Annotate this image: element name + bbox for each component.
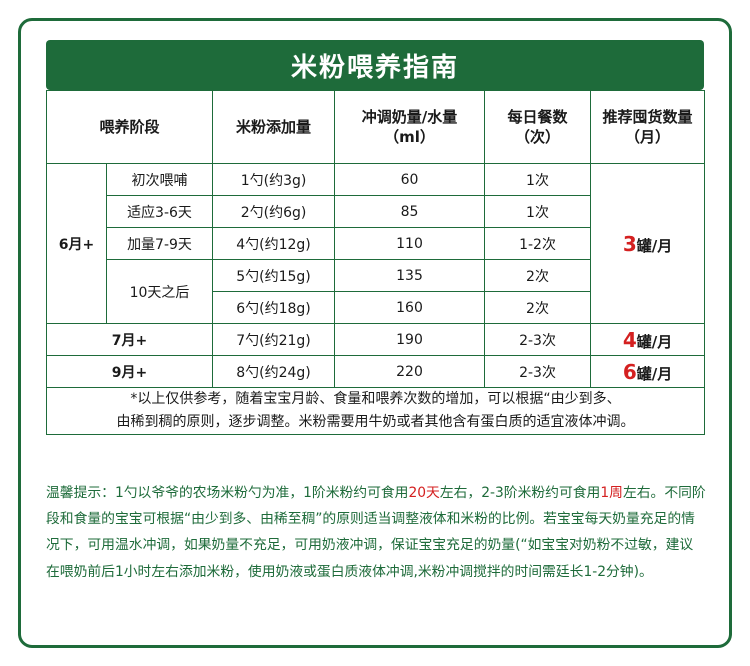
meals-value: 2-3次 [484, 355, 592, 388]
water-value: 110 [334, 227, 486, 260]
amount-value: 6勺(约18g) [212, 291, 336, 324]
footnote-line-2: 由稀到稠的原则，逐步调整。米粉需要用牛奶或者其他含有蛋白质的适宜液体冲调。 [116, 414, 635, 431]
meals-value: 1次 [484, 195, 592, 228]
table-row: 6勺(约18g) 160 2次 [47, 291, 705, 324]
amount-value: 1勺(约3g) [212, 163, 336, 196]
amount-value: 7勺(约21g) [212, 323, 336, 356]
stage-month-6: 6月+ [46, 163, 107, 324]
table-row: 6月+ 初次喂哺 1勺(约3g) 60 1次 3罐/月 [46, 163, 706, 324]
water-value: 220 [334, 355, 486, 388]
tips-label: 温馨提示： [46, 485, 115, 501]
meals-value: 2-3次 [484, 323, 592, 356]
table-footnote-row: *以上仅供参考，随着宝宝月龄、食量和喂养次数的增加，可以根据“由少到多、 由稀到… [45, 386, 706, 436]
stock-recommend-9: 6罐/月 [590, 355, 706, 388]
stage-sub-label: 初次喂哺 [105, 163, 214, 196]
water-value: 160 [334, 291, 486, 324]
header-stock-line1: 推荐囤货数量 [602, 107, 693, 126]
header-water: 冲调奶量/水量 （ml） [334, 90, 486, 164]
table-footnote: *以上仅供参考，随着宝宝月龄、食量和喂养次数的增加，可以根据“由少到多、 由稀到… [45, 386, 706, 436]
stock-recommend-7: 4罐/月 [590, 323, 706, 356]
table-row: 10天之后 5勺(约15g) 135 2次 [47, 259, 705, 324]
stage-sub-label: 适应3-6天 [105, 195, 214, 228]
tips-line3: 粉的比例。若宝宝每天奶量充足的情况下，可用温水冲调，如果奶量不充足，可用奶液冲 [46, 511, 695, 554]
tips-line1-a: 1勺以爷爷的农场米粉勺为准，1阶米粉约可食用 [114, 485, 409, 501]
tips-highlight-20days: 20天 [408, 485, 440, 501]
meals-value: 2次 [484, 291, 592, 324]
header-water-line2: （ml） [384, 128, 435, 146]
header-meals-line1: 每日餐数 [507, 107, 568, 126]
stock-number: 3 [622, 231, 637, 256]
header-stock: 推荐囤货数量 （月） [590, 90, 706, 164]
stock-recommend-6: 3罐/月 [590, 163, 706, 324]
stock-unit: 罐/月 [636, 364, 673, 383]
table-row: 9月+ 8勺(约24g) 220 2-3次 6罐/月 [45, 355, 706, 388]
feeding-table-container: 喂养阶段 米粉添加量 冲调奶量/水量 （ml） 每日餐数 （次） 推荐囤货数量 … [45, 90, 706, 436]
stage-month-7: 7月+ [45, 323, 214, 356]
tips-line5: 用奶液或蛋白质液体冲调,米粉冲调搅拌的时间需廷长1-2分钟)。 [261, 563, 653, 580]
stage-sub-label: 加量7-9天 [105, 227, 214, 260]
meals-value: 2次 [484, 259, 592, 292]
header-water-line1: 冲调奶量/水量 [361, 107, 458, 126]
feeding-guide-table: 喂养阶段 米粉添加量 冲调奶量/水量 （ml） 每日餐数 （次） 推荐囤货数量 … [45, 90, 706, 436]
tips-line1-b: 左右，2-3阶米粉约可食用 [439, 485, 601, 501]
header-meals: 每日餐数 （次） [484, 90, 592, 164]
meals-value: 1次 [484, 163, 592, 196]
stock-unit: 罐/月 [636, 332, 673, 351]
tips-line2: 左右。不同阶段和食量的宝宝可根据“由少到多、由稀至稠”的原则适当调整液体和米 [46, 485, 706, 528]
tips-line4: 调，保证宝宝充足的奶量(“如宝宝对奶粉不过敏，建议在喂奶前后1小时左右添加米粉，… [46, 537, 694, 580]
amount-value: 2勺(约6g) [212, 195, 336, 228]
tips-highlight-1week: 1周 [600, 485, 623, 501]
stock-unit: 罐/月 [636, 236, 673, 255]
header-amount: 米粉添加量 [212, 90, 336, 164]
footnote-line-1: *以上仅供参考，随着宝宝月龄、食量和喂养次数的增加，可以根据“由少到多、 [130, 391, 621, 407]
water-value: 85 [334, 195, 486, 228]
table-row: 加量7-9天 4勺(约12g) 110 1-2次 [47, 227, 705, 260]
stock-number: 4 [622, 327, 637, 352]
amount-value: 4勺(约12g) [212, 227, 336, 260]
stock-number: 6 [622, 359, 637, 384]
header-meals-line2: （次） [515, 128, 561, 146]
water-value: 135 [334, 259, 486, 292]
tips-section: 温馨提示：1勺以爷爷的农场米粉勺为准，1阶米粉约可食用20天左右，2-3阶米粉约… [46, 480, 706, 585]
header-stage: 喂养阶段 [45, 90, 214, 164]
table-header-row: 喂养阶段 米粉添加量 冲调奶量/水量 （ml） 每日餐数 （次） 推荐囤货数量 … [45, 90, 706, 164]
amount-value: 5勺(约15g) [212, 259, 336, 292]
stage-sub-label: 10天之后 [105, 259, 214, 324]
stage-month-9: 9月+ [45, 355, 214, 388]
title-banner: 米粉喂养指南 [46, 40, 704, 90]
amount-value: 8勺(约24g) [212, 355, 336, 388]
meals-value: 1-2次 [484, 227, 592, 260]
water-value: 60 [334, 163, 486, 196]
table-row: 7月+ 7勺(约21g) 190 2-3次 4罐/月 [45, 323, 706, 356]
page-title: 米粉喂养指南 [290, 52, 459, 83]
header-stock-line2: （月） [625, 128, 671, 146]
water-value: 190 [334, 323, 486, 356]
